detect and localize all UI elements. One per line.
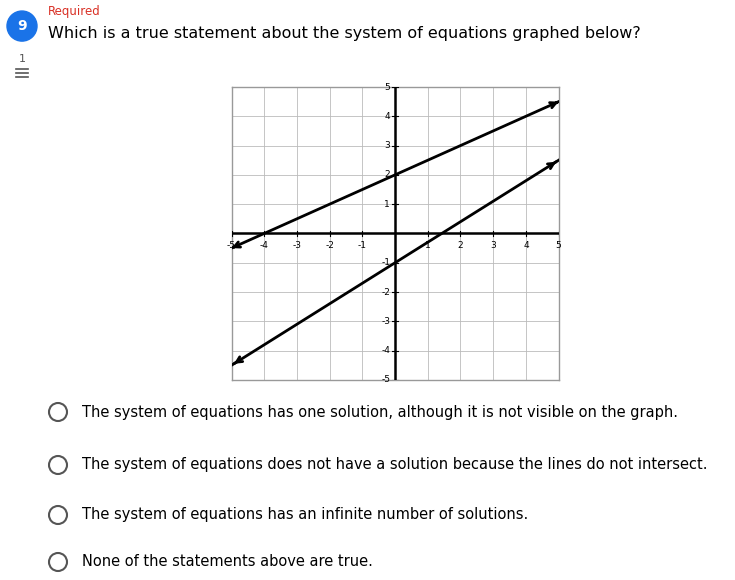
Text: Which is a true statement about the system of equations graphed below?: Which is a true statement about the syst… (48, 26, 641, 41)
Text: -3: -3 (381, 317, 390, 326)
Text: 4: 4 (384, 112, 390, 121)
Text: Required: Required (48, 5, 101, 17)
Text: None of the statements above are true.: None of the statements above are true. (82, 554, 373, 570)
Text: 2: 2 (458, 241, 463, 250)
Text: -2: -2 (381, 288, 390, 296)
Text: The system of equations has one solution, although it is not visible on the grap: The system of equations has one solution… (82, 404, 678, 419)
Text: 3: 3 (384, 141, 390, 150)
Text: 4: 4 (523, 241, 528, 250)
Circle shape (7, 11, 37, 41)
Text: -2: -2 (325, 241, 334, 250)
Text: 1: 1 (18, 54, 26, 64)
Text: -4: -4 (259, 241, 269, 250)
Text: 2: 2 (384, 171, 390, 179)
Text: -4: -4 (381, 346, 390, 355)
Text: 3: 3 (490, 241, 496, 250)
Text: The system of equations does not have a solution because the lines do not inters: The system of equations does not have a … (82, 458, 708, 473)
Text: 5: 5 (556, 241, 562, 250)
Text: 9: 9 (17, 19, 26, 33)
Text: The system of equations has an infinite number of solutions.: The system of equations has an infinite … (82, 508, 528, 523)
Text: -1: -1 (381, 258, 390, 267)
Text: -1: -1 (358, 241, 367, 250)
Text: 1: 1 (384, 200, 390, 209)
Text: 1: 1 (425, 241, 431, 250)
Text: -3: -3 (293, 241, 301, 250)
Text: 5: 5 (384, 82, 390, 92)
Text: -5: -5 (227, 241, 236, 250)
Text: -5: -5 (381, 375, 390, 385)
